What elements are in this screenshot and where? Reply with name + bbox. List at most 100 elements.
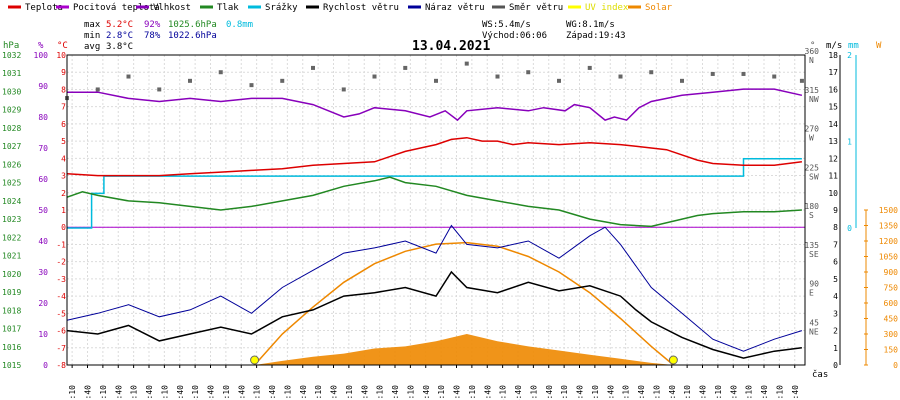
x-tick-label: 03:40 — [176, 385, 185, 400]
tick-label-celsius: 0 — [61, 223, 66, 232]
tick-label-w: 1350 — [879, 222, 898, 231]
x-tick-label: 13:10 — [468, 385, 477, 400]
tick-label-w: 750 — [884, 284, 899, 293]
x-tick-label: 14:10 — [499, 385, 508, 400]
x-tick-label: 10:40 — [391, 385, 400, 400]
x-axis-label: čas — [812, 369, 828, 380]
tick-label-celsius: 9 — [61, 68, 66, 77]
tick-label-ms: 9 — [833, 206, 838, 215]
tick-label-deg: 90 — [809, 280, 819, 289]
tick-label-deg: 45 — [809, 318, 819, 327]
tick-label-hpa: 1030 — [2, 87, 21, 96]
stats-avg-temp: 3.8°C — [106, 42, 133, 52]
x-tick-label: 23:40 — [791, 385, 800, 400]
x-tick-label: 04:10 — [191, 385, 200, 400]
x-tick-label: 09:40 — [360, 385, 369, 400]
legend-label-solar: Solar — [645, 3, 673, 13]
axes: 1032103110301029102810271026102510241023… — [2, 47, 898, 400]
tick-label-w: 1200 — [879, 237, 898, 246]
legend-label-vlhkost: Vlhkost — [153, 3, 191, 13]
tick-label-hpa: 1015 — [2, 361, 21, 370]
tick-label-direction: S — [809, 211, 814, 220]
tick-label-w: 150 — [884, 346, 899, 355]
wind-direction-point — [464, 61, 469, 66]
stats-min-hum: 78% — [144, 31, 161, 41]
tick-label-w: 0 — [893, 361, 898, 370]
tick-label-direction: SE — [809, 250, 819, 259]
wind-direction-point — [434, 78, 438, 83]
tick-label-w: 300 — [884, 330, 899, 339]
stats-max-press: 1025.6hPa — [168, 20, 217, 30]
tick-label-celsius: -8 — [56, 361, 66, 370]
tick-label-ms: 14 — [828, 120, 838, 129]
wind-direction-point — [372, 74, 377, 79]
series-solar-theoretical — [254, 241, 674, 366]
stats-min-temp: 2.8°C — [106, 31, 133, 41]
tick-label-pct: 40 — [38, 237, 48, 246]
tick-label-celsius: 10 — [56, 51, 66, 60]
stats-max-hum: 92% — [144, 20, 161, 30]
tick-label-pct: 70 — [38, 144, 48, 153]
tick-label-ms: 3 — [833, 309, 838, 318]
x-tick-label: 01:40 — [114, 385, 123, 400]
wind-direction-point — [188, 78, 192, 83]
x-tick-label: 19:10 — [652, 385, 661, 400]
x-tick-label: 23:10 — [775, 385, 784, 400]
tick-label-hpa: 1028 — [2, 124, 21, 133]
info-sunrise: Východ:06:06 — [482, 31, 547, 41]
tick-label-hpa: 1017 — [2, 325, 21, 334]
x-tick-label: 06:10 — [253, 385, 262, 400]
tick-label-hpa: 1020 — [2, 270, 21, 279]
x-tick-label: 18:10 — [622, 385, 631, 400]
tick-label-hpa: 1023 — [2, 215, 21, 224]
tick-label-direction: W — [809, 134, 814, 143]
tick-label-pct: 80 — [38, 113, 48, 122]
tick-label-celsius: -2 — [56, 258, 66, 267]
x-tick-label: 13:40 — [483, 385, 492, 400]
stats-min-press: 1022.6hPa — [168, 31, 217, 41]
x-tick-label: 18:40 — [637, 385, 646, 400]
tick-label-ms: 11 — [828, 172, 838, 181]
tick-label-pct: 0 — [43, 361, 48, 370]
x-tick-label: 08:10 — [314, 385, 323, 400]
legend-label-teplota: Teplota — [25, 3, 63, 13]
tick-label-direction: E — [809, 289, 814, 298]
tick-label-celsius: 2 — [61, 189, 66, 198]
series-layer — [65, 61, 804, 366]
tick-label-ms: 1 — [833, 344, 838, 353]
tick-label-celsius: -3 — [56, 275, 66, 284]
unit-deg: ° — [810, 41, 815, 51]
tick-label-ms: 15 — [828, 103, 838, 112]
tick-label-deg: 315 — [805, 86, 820, 95]
tick-label-celsius: 5 — [61, 137, 66, 146]
plot-frame — [66, 54, 806, 366]
series-wind-gust — [66, 224, 803, 352]
wind-direction-point — [710, 71, 715, 76]
x-tick-label: 17:40 — [606, 385, 615, 400]
stats-max-temp: 5.2°C — [106, 20, 133, 30]
tick-label-hpa: 1029 — [2, 106, 21, 115]
tick-label-ms: 17 — [828, 68, 838, 77]
tick-label-pct: 30 — [38, 268, 48, 277]
tick-label-ms: 18 — [828, 51, 838, 60]
tick-label-w: 1050 — [879, 253, 898, 262]
legend-label-pocitova: Pocitová teplota — [73, 3, 160, 13]
sunset-marker — [668, 355, 678, 365]
wind-direction-point — [680, 78, 684, 83]
wind-direction-point — [587, 65, 592, 70]
x-tick-label: 22:10 — [745, 385, 754, 400]
tick-label-ms: 13 — [828, 137, 838, 146]
tick-label-ms: 0 — [833, 361, 838, 370]
series-humidity — [67, 88, 803, 122]
tick-label-pct: 100 — [34, 51, 49, 60]
tick-label-mm: 1 — [847, 138, 852, 147]
tick-label-celsius: 4 — [61, 154, 66, 163]
wind-direction-point — [341, 87, 346, 92]
tick-label-celsius: -7 — [56, 344, 66, 353]
wind-direction-point — [526, 70, 531, 75]
tick-label-deg: 180 — [805, 202, 820, 211]
stats-min-label: min — [84, 31, 100, 41]
legend-label-tlak: Tlak — [217, 3, 239, 13]
tick-label-w: 600 — [884, 299, 899, 308]
x-tick-label: 04:40 — [207, 385, 216, 400]
